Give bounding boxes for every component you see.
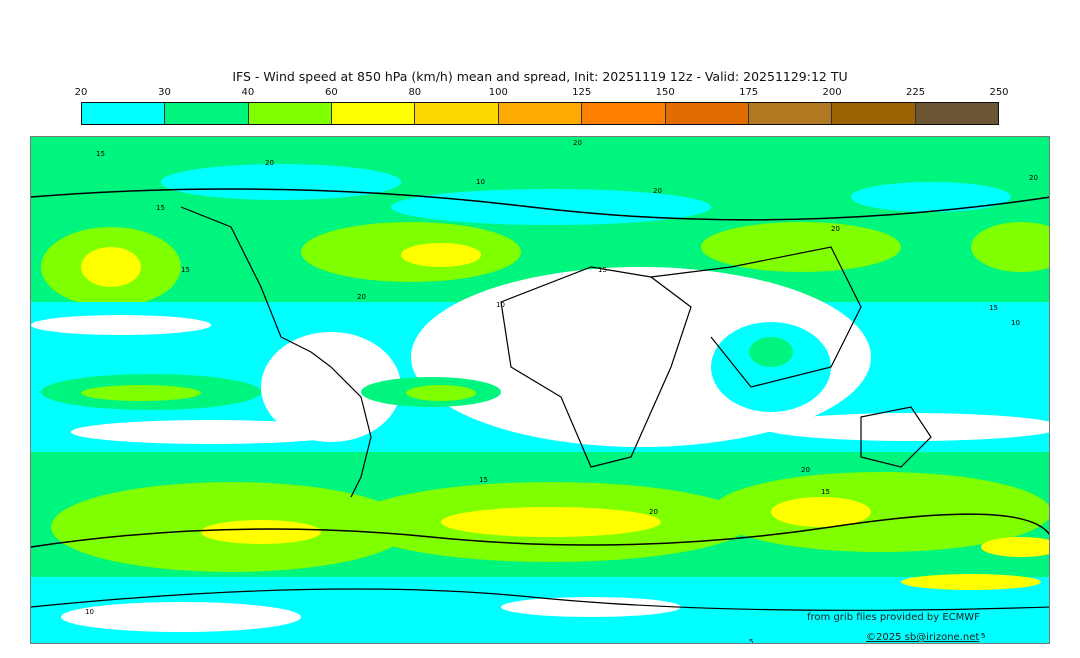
contour-label: 20 bbox=[357, 293, 366, 301]
colorbar bbox=[81, 102, 999, 125]
contour-label: 5 bbox=[981, 632, 985, 640]
colorbar-tick-label: 175 bbox=[739, 87, 759, 98]
colorbar-segment bbox=[582, 103, 666, 124]
contour-label: 10 bbox=[496, 301, 505, 309]
colorbar-segment bbox=[248, 103, 333, 124]
contour-label: 20 bbox=[265, 159, 274, 167]
colorbar-tick-label: 200 bbox=[822, 87, 842, 98]
contour-label: 10 bbox=[1011, 319, 1020, 327]
colorbar-tick-label: 125 bbox=[572, 87, 592, 98]
colorbar-segment bbox=[165, 103, 249, 124]
contour-label: 20 bbox=[1029, 174, 1038, 182]
colorbar-tick-label: 40 bbox=[241, 87, 255, 98]
colorbar-tick-label: 225 bbox=[905, 87, 926, 98]
colorbar-tick-label: 30 bbox=[158, 87, 171, 98]
colorbar-tick-label: 60 bbox=[324, 87, 338, 98]
source-credit: from grib files provided by ECMWF bbox=[807, 612, 980, 623]
colorbar-segment bbox=[415, 103, 499, 124]
map-field: 15 20 20 15 10 20 20 20 15 10 20 15 10 15 20 15 20 15 10 5 5 bbox=[31, 137, 1049, 644]
contour-label: 15 bbox=[479, 476, 488, 484]
contour-label: 15 bbox=[821, 488, 830, 496]
colorbar-segment bbox=[498, 103, 583, 124]
contour-label: 10 bbox=[85, 608, 94, 616]
colorbar-segment bbox=[832, 103, 916, 124]
contour-label: 15 bbox=[989, 304, 998, 312]
contour-label: 15 bbox=[96, 150, 105, 158]
contour-label: 20 bbox=[653, 187, 662, 195]
contour-label: 20 bbox=[573, 139, 582, 147]
colorbar-segment bbox=[748, 103, 833, 124]
contour-label: 10 bbox=[476, 178, 485, 186]
wind-speed-map: 15 20 20 15 10 20 20 20 15 10 20 15 10 15 20 15 20 15 10 5 5 bbox=[30, 136, 1050, 644]
contour-label: 15 bbox=[598, 266, 607, 274]
colorbar-segment bbox=[82, 103, 166, 124]
colorbar-segment bbox=[915, 103, 998, 124]
colorbar-tick-label: 150 bbox=[655, 87, 675, 98]
colorbar-segment bbox=[665, 103, 749, 124]
colorbar-tick-label: 100 bbox=[488, 87, 508, 98]
colorbar-tick-label: 250 bbox=[989, 87, 1009, 98]
colorbar-tick-label: 20 bbox=[74, 87, 88, 98]
contour-label: 5 bbox=[749, 638, 753, 644]
contour-label: 20 bbox=[649, 508, 658, 516]
copyright: ©2025 sb@irizone.net bbox=[866, 632, 980, 643]
contour-label: 15 bbox=[181, 266, 190, 274]
chart-title: IFS - Wind speed at 850 hPa (km/h) mean … bbox=[232, 69, 848, 84]
contour-label: 15 bbox=[156, 204, 165, 212]
colorbar-tick-label: 80 bbox=[408, 87, 422, 98]
colorbar-segment bbox=[332, 103, 416, 124]
contour-label: 20 bbox=[831, 225, 840, 233]
contour-label: 20 bbox=[801, 466, 810, 474]
